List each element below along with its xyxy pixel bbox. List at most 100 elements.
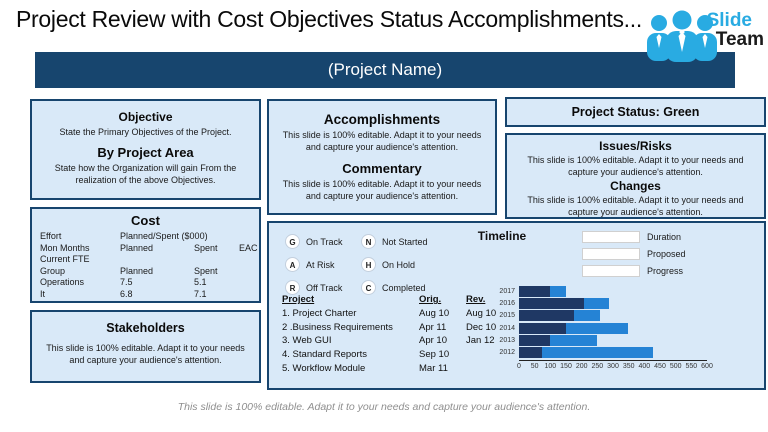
cost-cell: Planned bbox=[120, 242, 154, 253]
changes-heading: Changes bbox=[610, 179, 661, 194]
timeline-axis-ticks: 0 50 100 150 200 250 300 350 400 450 500 550 600 bbox=[517, 363, 713, 373]
timeline-legend-row: Proposed bbox=[582, 248, 686, 260]
timeline-bar-segment-progress bbox=[565, 322, 629, 334]
legend-item-on-hold: H On Hold bbox=[361, 257, 428, 272]
commentary-text: This slide is 100% editable. Adapt it to… bbox=[282, 179, 482, 202]
legend-badge-H: H bbox=[361, 257, 376, 272]
legend-label: Completed bbox=[382, 282, 426, 293]
bottom-panel: G On Track N Not Started A At Risk H On Hold R Of… bbox=[267, 221, 766, 390]
cost-cell: Planned/Spent ($000) bbox=[120, 231, 208, 241]
status-legend: G On Track N Not Started A At Risk H On Hold R Of… bbox=[285, 234, 428, 295]
timeline-tick-label: 150 bbox=[560, 363, 572, 370]
timeline-bar-segment-progress bbox=[584, 297, 610, 309]
project-table-cell: Apr 10 bbox=[419, 335, 447, 347]
timeline-bar-segment-duration bbox=[519, 347, 543, 359]
timeline-tick-label: 450 bbox=[654, 363, 666, 370]
footer-note: This slide is 100% editable. Adapt it to… bbox=[177, 401, 591, 413]
cost-cell: Spent bbox=[194, 265, 218, 276]
project-table-cell bbox=[466, 362, 509, 376]
proposed-swatch bbox=[582, 248, 640, 260]
accomplishments-box: Accomplishments This slide is 100% edita… bbox=[267, 99, 497, 215]
timeline-tick-label: 100 bbox=[544, 363, 557, 370]
stakeholders-heading: Stakeholders bbox=[106, 321, 185, 335]
legend-item-off-track: R Off Track bbox=[285, 280, 361, 295]
cost-cell: Effort bbox=[40, 231, 62, 241]
timeline-legend-row: Duration bbox=[582, 231, 686, 243]
timeline-tick-label: 0 bbox=[517, 363, 521, 370]
timeline-tick-label: 300 bbox=[607, 363, 619, 370]
timeline-bar-segment-duration bbox=[519, 297, 585, 309]
project-table-cell: Aug 10 bbox=[419, 307, 450, 319]
timeline-bar-row: 2015 bbox=[487, 310, 706, 322]
legend-item-on-track: G On Track bbox=[285, 234, 361, 249]
slide-title: Project Review with Cost Objectives Stat… bbox=[16, 6, 642, 32]
timeline-bar-track bbox=[519, 347, 706, 359]
timeline-bar-track bbox=[519, 285, 706, 297]
objective-text: State the Primary Objectives of the Proj… bbox=[59, 127, 232, 137]
cost-cell: Spent bbox=[194, 242, 218, 253]
project-table-cell: 5. Workflow Module bbox=[282, 362, 366, 374]
timeline-tick-label: 550 bbox=[685, 363, 698, 370]
timeline-legend: Duration Proposed Progress bbox=[582, 231, 686, 282]
issues-risks-text: This slide is 100% editable. Adapt it to… bbox=[527, 155, 744, 178]
cost-cell: Mon Months bbox=[40, 242, 90, 253]
objective-box: Objective State the Primary Objectives o… bbox=[30, 99, 261, 200]
legend-label: On Track bbox=[306, 236, 343, 247]
project-table-header: Orig. bbox=[419, 294, 442, 305]
timeline-bar-track bbox=[519, 310, 706, 322]
logo-people-icon bbox=[647, 10, 717, 62]
legend-item-completed: C Completed bbox=[361, 280, 428, 295]
cost-cell: Current FTE bbox=[40, 254, 90, 264]
project-table-cell: 3. Web GUI bbox=[282, 335, 332, 347]
timeline-year-label: 2017 bbox=[499, 287, 515, 295]
stakeholders-text: This slide is 100% editable. Adapt it to… bbox=[46, 343, 245, 366]
timeline-tick-label: 50 bbox=[530, 363, 539, 370]
project-table-header: Project bbox=[282, 294, 315, 305]
timeline-bar-row: 2012 bbox=[487, 346, 706, 359]
timeline-tick-label: 600 bbox=[701, 363, 713, 370]
cost-cell: 6.8 bbox=[120, 288, 133, 299]
timeline-bar-segment-progress bbox=[573, 310, 601, 322]
slideteam-logo: Slide Team bbox=[638, 2, 766, 62]
timeline-year-label: 2013 bbox=[499, 336, 515, 344]
project-table-header: Rev. bbox=[466, 294, 486, 305]
timeline-bar-segment-progress bbox=[542, 347, 654, 359]
timeline-bar-segment-duration bbox=[519, 322, 566, 334]
legend-item-at-risk: A At Risk bbox=[285, 257, 361, 272]
project-table-cell: Aug 10 bbox=[466, 307, 497, 319]
issues-risks-box: Issues/Risks This slide is 100% editable… bbox=[505, 133, 766, 219]
accomplishments-heading: Accomplishments bbox=[323, 112, 441, 127]
legend-badge-C: C bbox=[361, 280, 376, 295]
timeline-tick-label: 200 bbox=[575, 363, 588, 370]
proposed-label: Proposed bbox=[647, 249, 686, 259]
legend-label: At Risk bbox=[306, 259, 335, 270]
cost-heading: Cost bbox=[131, 213, 160, 228]
cost-table: Effort Planned/Spent ($000) Mon Months Plan… bbox=[40, 231, 259, 299]
cost-box: Cost Effort Planned/Spent ($000) Mon Month… bbox=[30, 207, 261, 303]
timeline-tick-label: 250 bbox=[591, 363, 604, 370]
project-name-banner: (Project Name) bbox=[35, 52, 735, 88]
cost-cell: Planned bbox=[120, 265, 154, 276]
legend-badge-N: N bbox=[361, 234, 376, 249]
by-project-area-heading: By Project Area bbox=[97, 145, 194, 161]
objective-heading: Objective bbox=[118, 110, 173, 124]
issues-risks-heading: Issues/Risks bbox=[599, 139, 672, 153]
timeline-year-label: 2014 bbox=[499, 324, 515, 332]
timeline-bar-row: 2014 bbox=[487, 322, 706, 334]
project-table-cell: Dec 10 bbox=[466, 321, 497, 333]
commentary-heading: Commentary bbox=[342, 161, 422, 177]
project-status-text: Project Status: Green bbox=[571, 105, 700, 119]
project-table-cell: Sep 10 bbox=[419, 349, 450, 361]
logo-text-slide: Slide bbox=[706, 10, 752, 31]
timeline-title: Timeline bbox=[477, 229, 527, 243]
legend-badge-R: R bbox=[285, 280, 300, 295]
project-table-cell: Mar 11 bbox=[419, 362, 448, 374]
timeline-tick-label: 350 bbox=[622, 363, 635, 370]
project-table-cell: 2 .Business Requirements bbox=[282, 321, 393, 333]
cost-cell: EAC bbox=[239, 242, 258, 253]
project-table-cell: Jan 12 bbox=[466, 335, 495, 347]
timeline-bar-segment-duration bbox=[519, 334, 551, 346]
timeline-bar-track bbox=[519, 334, 706, 346]
cost-cell: 5.1 bbox=[194, 277, 207, 287]
project-table-cell: Apr 11 bbox=[419, 321, 447, 333]
